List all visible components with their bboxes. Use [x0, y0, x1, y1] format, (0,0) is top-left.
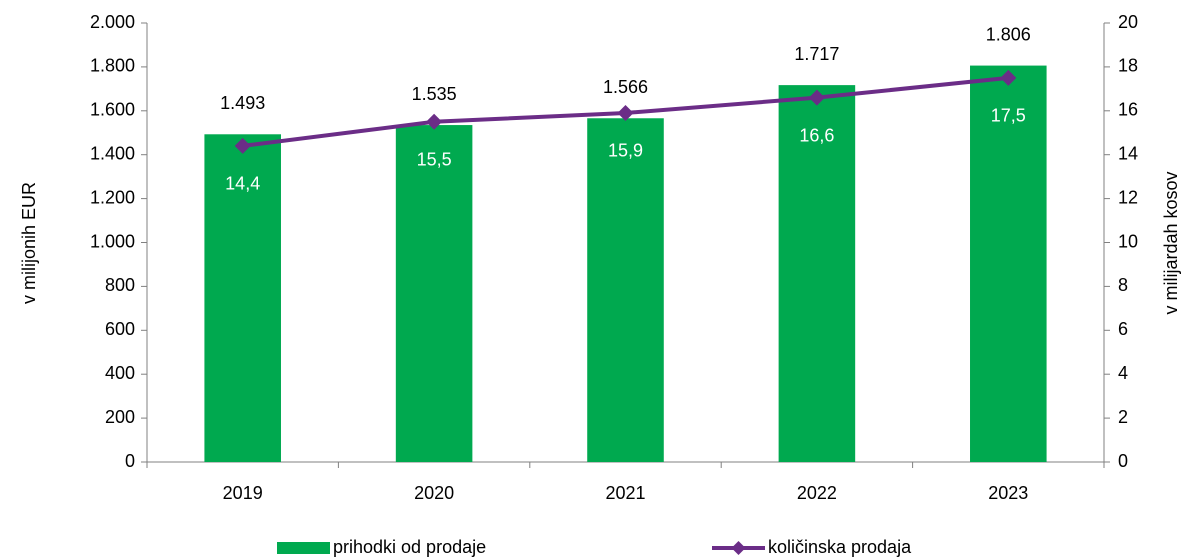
line-marker	[808, 89, 825, 106]
line-marker	[426, 113, 443, 130]
line-value-label: 15,5	[417, 150, 452, 170]
line-value-label: 14,4	[225, 174, 260, 194]
bar-value-label: 1.717	[794, 44, 839, 64]
bar	[395, 125, 473, 462]
y2-tick-label: 6	[1118, 319, 1128, 339]
y-tick-label: 1.200	[90, 187, 135, 207]
bar-value-label: 1.806	[986, 24, 1031, 44]
y-tick-label: 400	[105, 363, 135, 383]
line-marker	[1000, 69, 1017, 86]
line-value-label: 16,6	[799, 125, 834, 145]
bar	[204, 134, 281, 462]
y2-tick-label: 16	[1118, 100, 1138, 120]
x-tick-label: 2019	[223, 483, 263, 503]
y-tick-label: 0	[125, 451, 135, 471]
legend-label: prihodki od prodaje	[333, 537, 486, 557]
y-tick-label: 600	[105, 319, 135, 339]
line-marker	[617, 104, 634, 121]
bar-value-label: 1.493	[220, 93, 265, 113]
y2-tick-label: 14	[1118, 143, 1138, 163]
y2-tick-label: 8	[1118, 275, 1128, 295]
line-marker	[234, 137, 251, 154]
y2-axis-label: v milijardah kosov	[1161, 171, 1181, 314]
line-value-label: 15,9	[608, 141, 643, 161]
y2-tick-label: 12	[1118, 187, 1138, 207]
y2-tick-label: 0	[1118, 451, 1128, 471]
x-tick-label: 2021	[605, 483, 645, 503]
bar	[778, 85, 856, 462]
y-tick-label: 1.000	[90, 231, 135, 251]
y2-tick-label: 18	[1118, 56, 1138, 76]
bar-value-label: 1.566	[603, 77, 648, 97]
x-tick-label: 2022	[797, 483, 837, 503]
legend-swatch	[277, 542, 330, 554]
legend-marker	[731, 541, 746, 555]
line-value-label: 17,5	[991, 106, 1026, 126]
y-tick-label: 2.000	[90, 12, 135, 32]
legend-label: količinska prodaja	[768, 537, 912, 557]
y2-tick-label: 10	[1118, 231, 1138, 251]
y-tick-label: 200	[105, 407, 135, 427]
x-tick-label: 2023	[988, 483, 1028, 503]
y2-tick-label: 2	[1118, 407, 1128, 427]
y-tick-label: 1.400	[90, 143, 135, 163]
bar	[587, 118, 664, 462]
bar-value-label: 1.535	[412, 84, 457, 104]
y-tick-label: 800	[105, 275, 135, 295]
y-axis-label: v milijonih EUR	[19, 182, 39, 304]
y2-tick-label: 20	[1118, 12, 1138, 32]
bar	[970, 65, 1047, 462]
x-tick-label: 2020	[414, 483, 454, 503]
y-tick-label: 1.800	[90, 56, 135, 76]
y2-tick-label: 4	[1118, 363, 1128, 383]
y-tick-label: 1.600	[90, 100, 135, 120]
